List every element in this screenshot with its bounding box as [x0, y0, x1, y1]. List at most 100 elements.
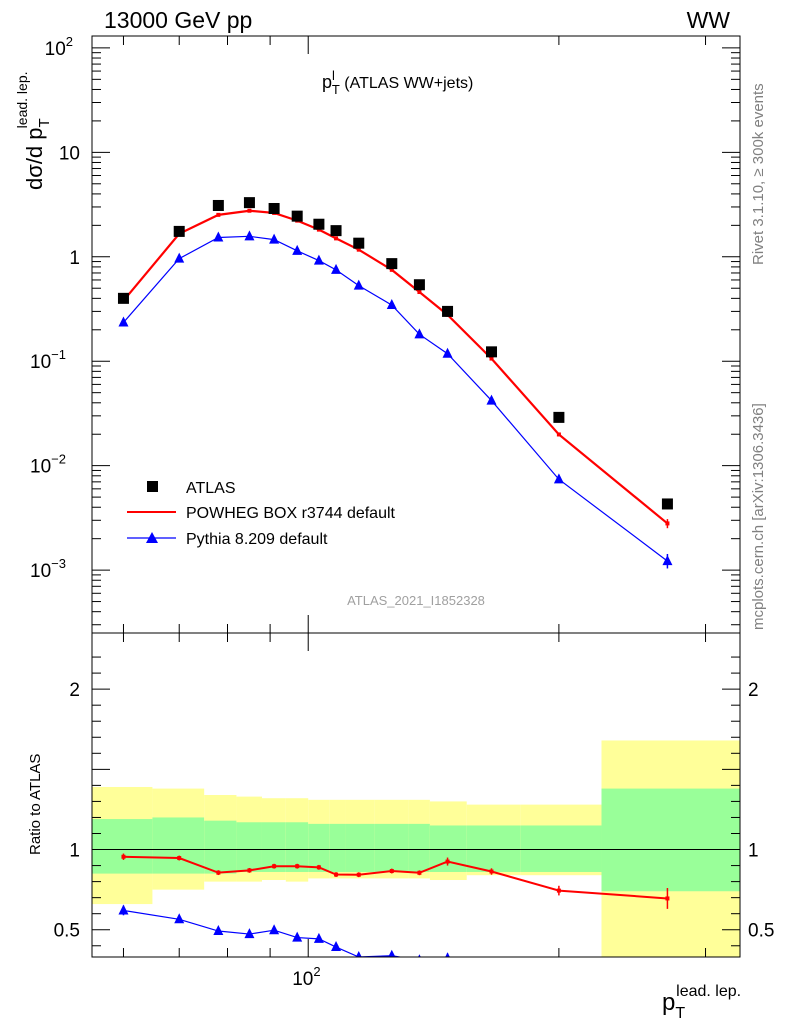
rivet-version-label: Rivet 3.1.10, ≥ 300k events: [750, 83, 767, 265]
ratio-green-band: [520, 825, 602, 872]
atlas-point: [661, 498, 673, 510]
ratio-powheg-point: [177, 856, 182, 861]
top-y-tick-label-exp: −2: [51, 452, 66, 467]
pythia-point: [414, 328, 425, 339]
ratio-green-band: [204, 820, 237, 874]
ratio-green-band: [345, 823, 375, 872]
legend: ATLAS POWHEG BOX r3744 default Pythia 8.…: [127, 480, 396, 548]
top-y-tick-label: 10: [59, 143, 80, 164]
powheg-point: [389, 267, 394, 272]
legend-pythia-marker: [146, 532, 158, 543]
top-y-tick-label-base: 10: [45, 39, 66, 60]
ratio-pythia-point: [487, 957, 497, 967]
ratio-pythia-point: [292, 931, 303, 942]
ratio-pythia-point: [388, 949, 396, 957]
powheg-line: [122, 209, 669, 525]
atlas-point: [313, 218, 325, 230]
ratio-green-band: [92, 819, 153, 874]
powheg-point: [216, 212, 221, 217]
header-process: 13000 GeV pp: [104, 7, 252, 33]
ratio-powheg-point: [121, 854, 126, 859]
ratio-green-band: [285, 822, 309, 872]
top-y-tick-label-exp: −3: [51, 556, 66, 571]
ratio-powheg-point: [356, 872, 361, 877]
plot-title-main: p: [322, 72, 332, 92]
top-y-tick-label: 102: [45, 34, 73, 60]
legend-atlas-marker: [147, 481, 158, 492]
x-axis-label-sup: lead. lep.: [676, 983, 741, 1000]
top-y-tick-label-base: 10: [59, 143, 80, 164]
pythia-point: [386, 299, 397, 310]
ratio-y-tick-label-right: 2: [748, 680, 759, 701]
top-y-tick-label: 10−3: [30, 556, 66, 582]
powheg-point: [489, 356, 494, 361]
ratio-powheg-point: [665, 896, 670, 901]
ratio-pythia-point: [118, 904, 129, 915]
ratio-powheg-point: [216, 870, 221, 875]
ratio-series-group: [118, 853, 672, 982]
ratio-pythia-point: [554, 965, 564, 975]
plot-title-sub: T: [332, 82, 340, 97]
ratio-powheg-point: [389, 869, 394, 874]
ratio-powheg-point: [489, 869, 494, 874]
atlas-point: [212, 199, 224, 211]
ratio-pythia-point: [445, 952, 450, 957]
plot-title-rest: (ATLAS WW+jets): [340, 75, 474, 92]
ratio-series: [118, 853, 672, 982]
x-axis-label-sub: T: [675, 1005, 685, 1022]
top-y-tick-label-base: 10: [30, 457, 51, 478]
top-y-tick-label: 10−1: [30, 347, 66, 373]
ratio-y-tick-label-left: 0.5: [54, 921, 80, 942]
top-y-axis-label-main: dσ/d p: [22, 127, 47, 190]
ratio-powheg-point: [417, 870, 422, 875]
ratio-y-tick-label-right: 1: [748, 841, 759, 862]
top-y-axis-label: dσ/d pTlead. lep.: [14, 71, 53, 190]
ratio-pythia-point: [662, 972, 672, 982]
top-y-tick-label-base: 10: [30, 352, 51, 373]
ratio-pythia-point: [418, 954, 421, 957]
atlas-point: [386, 258, 398, 270]
ratio-green-band: [236, 822, 262, 872]
ratio-y-tick-label-right: 0.5: [748, 921, 774, 942]
header-final-state: WW: [687, 7, 731, 33]
ratio-pythia-point: [213, 925, 224, 936]
pythia-point: [486, 394, 497, 405]
top-y-tick-label-exp: −1: [51, 347, 66, 362]
main-series: [117, 197, 673, 569]
pythia-point: [269, 233, 280, 244]
atlas-point: [553, 411, 565, 423]
atlas-point: [486, 346, 498, 358]
x-axis-label-main: p: [662, 989, 675, 1016]
pythia-point: [292, 244, 303, 255]
ratio-pythia-point: [313, 932, 324, 943]
ratio-pythia-line: [123, 909, 404, 957]
ratio-uncertainty-bands: [92, 740, 740, 957]
powheg-point: [247, 208, 252, 213]
top-y-axis-label-sub: T: [36, 118, 53, 127]
ratio-panel-frame: [91, 632, 741, 958]
ratio-pythia-point: [331, 941, 342, 952]
legend-pythia-label: Pythia 8.209 default: [186, 531, 328, 548]
x-tick-label: 102: [292, 964, 320, 990]
top-y-tick-label: 1: [69, 248, 80, 269]
pythia-point: [244, 230, 255, 241]
atlas-point: [243, 197, 255, 209]
ratio-green-band: [408, 823, 430, 872]
ratio-green-band: [329, 823, 346, 872]
ratio-powheg-point: [247, 868, 252, 873]
atlas-point: [291, 210, 303, 222]
ratio-pythia-point: [355, 951, 362, 957]
x-tick-label-exp: 2: [313, 964, 320, 979]
ratio-green-band: [308, 823, 330, 872]
ratio-powheg-point: [295, 864, 300, 869]
pythia-point: [353, 279, 364, 290]
atlas-point: [117, 292, 129, 304]
mcplots-label: mcplots.cern.ch [arXiv:1306.3436]: [750, 403, 767, 630]
top-y-tick-label-exp: 2: [66, 34, 73, 49]
ratio-pythia-point: [244, 928, 255, 939]
ratio-pythia-point: [174, 913, 185, 924]
pythia-point: [118, 316, 129, 327]
analysis-watermark: ATLAS_2021_I1852328: [347, 593, 485, 608]
